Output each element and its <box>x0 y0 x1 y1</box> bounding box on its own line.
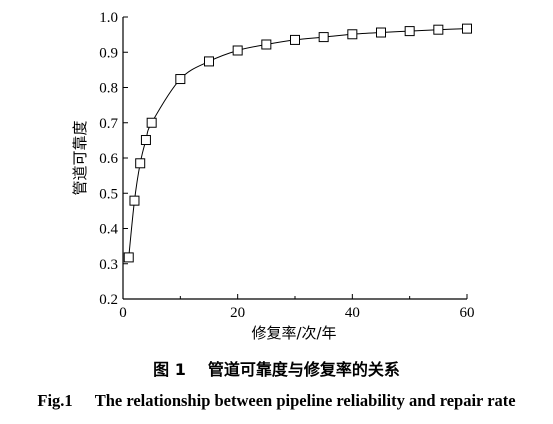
data-point <box>261 39 272 50</box>
y-tick-label: 0.2 <box>99 292 118 308</box>
caption-cn-title: 管道可靠度与修复率的关系 <box>207 360 400 379</box>
data-point <box>204 56 214 67</box>
x-tick-label: 60 <box>460 305 475 321</box>
x-tick-label: 40 <box>345 305 360 321</box>
y-tick-label: 0.8 <box>99 81 118 97</box>
data-point <box>404 26 415 37</box>
x-tick-label: 0 <box>119 305 127 321</box>
figure-caption-chinese: 图 1 管道可靠度与修复率的关系 <box>0 356 553 380</box>
data-point <box>232 45 243 56</box>
y-tick-label: 0.4 <box>99 222 118 238</box>
caption-cn-number: 图 1 <box>153 360 186 379</box>
x-axis-label: 修复率/次/年 <box>251 324 336 342</box>
fit-curve <box>128 28 468 258</box>
y-tick-label: 0.9 <box>99 45 118 61</box>
data-point <box>135 158 146 169</box>
y-tick-label: 1.0 <box>99 10 118 26</box>
caption-en-number: Fig.1 <box>37 391 73 410</box>
data-point <box>462 23 472 34</box>
plot-area: 0.2 0.3 0.4 0.5 0.6 0.7 0.8 0.9 1.0 0 20 40 60 <box>99 10 474 321</box>
data-point <box>175 74 186 85</box>
y-tick-label: 0.7 <box>99 116 118 132</box>
y-axis-label: 管道可靠度 <box>71 120 89 195</box>
figure-caption-english: Fig.1 The relationship between pipeline r… <box>0 391 553 411</box>
data-point <box>146 117 157 128</box>
data-point <box>123 252 134 263</box>
reliability-chart: 0.2 0.3 0.4 0.5 0.6 0.7 0.8 0.9 1.0 0 20 40 60 修复率/次… <box>71 10 475 342</box>
data-point <box>347 29 358 40</box>
y-tick-label: 0.5 <box>99 186 118 202</box>
caption-en-title: The relationship between pipeline reliab… <box>94 391 516 410</box>
y-tick-label: 0.6 <box>99 151 118 167</box>
data-point <box>129 195 140 206</box>
data-point <box>140 135 151 146</box>
y-tick-label: 0.3 <box>99 257 118 273</box>
data-point <box>376 27 386 38</box>
data-point <box>433 24 444 35</box>
x-tick-label: 20 <box>230 305 245 321</box>
data-point <box>318 32 329 43</box>
data-point <box>290 34 300 45</box>
